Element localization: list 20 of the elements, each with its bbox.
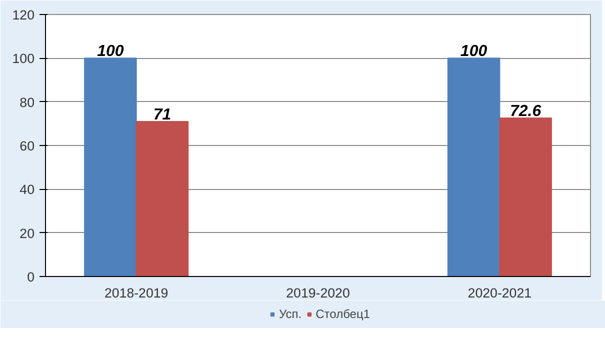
legend-label: Столбец1 xyxy=(316,307,370,321)
x-tick-label: 2019-2020 xyxy=(286,286,350,300)
x-tick-label: 2020-2021 xyxy=(468,286,532,300)
data-label: 72.6 xyxy=(510,102,542,120)
y-tick-label: 40 xyxy=(20,182,35,198)
y-tick-label: 20 xyxy=(20,226,35,241)
y-tick-label: 0 xyxy=(27,270,35,284)
data-label: 100 xyxy=(460,43,488,60)
y-tick-label: 100 xyxy=(12,51,35,66)
y-tick-label: 80 xyxy=(20,94,35,110)
bar xyxy=(84,58,137,276)
y-tick-label: 120 xyxy=(12,8,35,22)
y-tick-label: 60 xyxy=(20,138,35,154)
bar xyxy=(136,120,189,276)
bar xyxy=(499,117,552,276)
data-label: 71 xyxy=(153,106,172,124)
bar xyxy=(447,58,500,276)
x-tick-label: 2018-2019 xyxy=(104,286,168,300)
legend-label: Усп. xyxy=(278,307,302,321)
data-label: 100 xyxy=(97,43,124,60)
